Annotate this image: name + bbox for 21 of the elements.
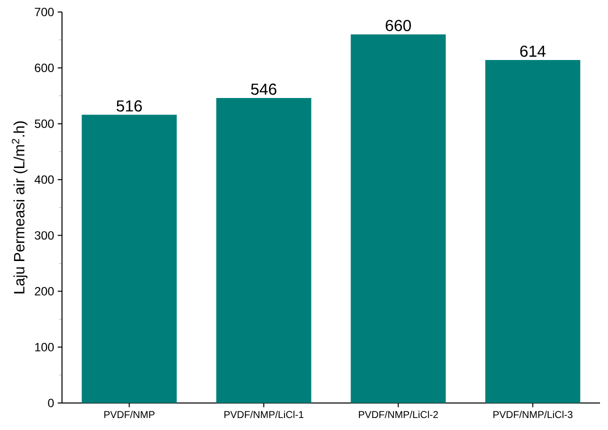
y-tick-label: 0 bbox=[48, 398, 54, 408]
bar bbox=[350, 34, 446, 403]
y-tick-label: 700 bbox=[34, 8, 54, 16]
y-tick-label: 300 bbox=[34, 231, 54, 240]
data-label: 614 bbox=[520, 46, 546, 57]
bar bbox=[216, 98, 312, 403]
bar bbox=[82, 114, 177, 403]
y-tick-label: 500 bbox=[34, 119, 54, 128]
y-tick-label: 100 bbox=[35, 342, 54, 352]
y-tick-label: 600 bbox=[34, 64, 54, 72]
data-label: 660 bbox=[386, 20, 411, 32]
x-tick-label: PVDF/NMP/LiCl-2 bbox=[358, 410, 438, 418]
bar bbox=[485, 60, 580, 403]
x-tick-label: PVDF/NMP/LiCl-1 bbox=[224, 410, 304, 418]
x-tick-label: PVDF/NMP bbox=[104, 410, 154, 418]
data-label: 546 bbox=[251, 84, 276, 95]
y-axis-title: Laju Permeasi air (L/m$^{2}$.h) bbox=[12, 121, 28, 294]
x-tick-label: PVDF/NMP/LiCl-3 bbox=[493, 410, 572, 418]
data-label: 516 bbox=[116, 100, 142, 112]
y-tick-label: 400 bbox=[34, 175, 54, 184]
y-tick-label: 200 bbox=[34, 287, 54, 296]
